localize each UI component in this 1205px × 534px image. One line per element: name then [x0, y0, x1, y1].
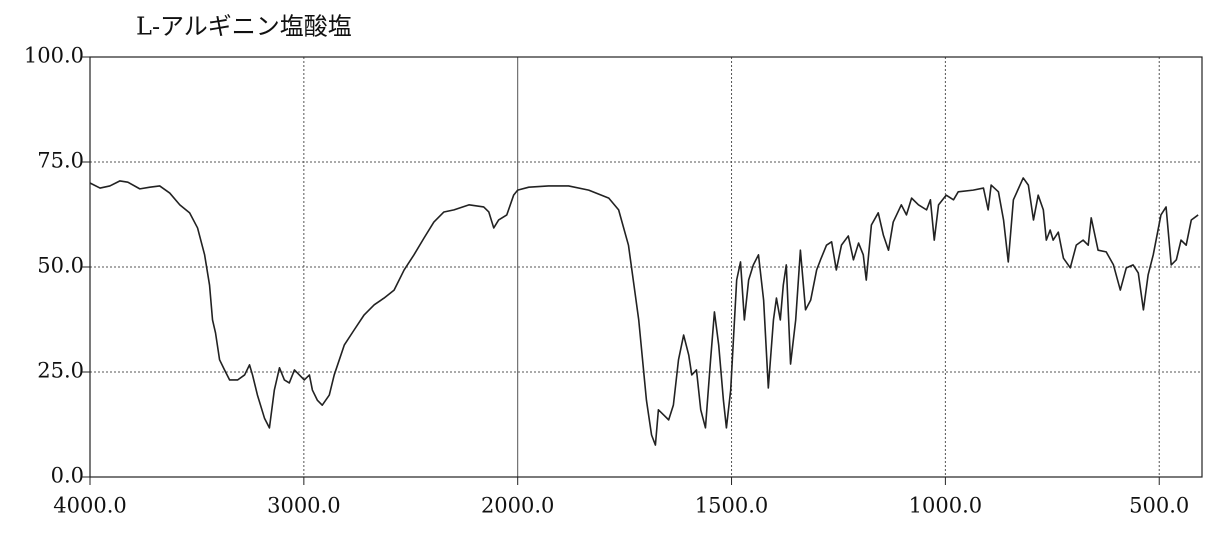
x-tick-label: 1000.0: [909, 494, 982, 518]
x-tick-label: 3000.0: [267, 494, 340, 518]
x-tick-label: 4000.0: [53, 494, 126, 518]
y-tick-label: 50.0: [37, 254, 84, 278]
x-tick-label: 500.0: [1129, 494, 1189, 518]
y-tick-label: 25.0: [37, 359, 84, 383]
plot-frame: [89, 56, 1203, 478]
y-tick-label: 75.0: [37, 149, 84, 173]
x-tick-label: 2000.0: [481, 494, 554, 518]
chart-title: L-アルギニン塩酸塩: [136, 13, 352, 41]
y-tick-label: 100.0: [24, 44, 84, 68]
x-tick-label: 1500.0: [695, 494, 768, 518]
y-tick-label: 0.0: [51, 464, 84, 488]
spectrum-line: [89, 177, 1199, 446]
